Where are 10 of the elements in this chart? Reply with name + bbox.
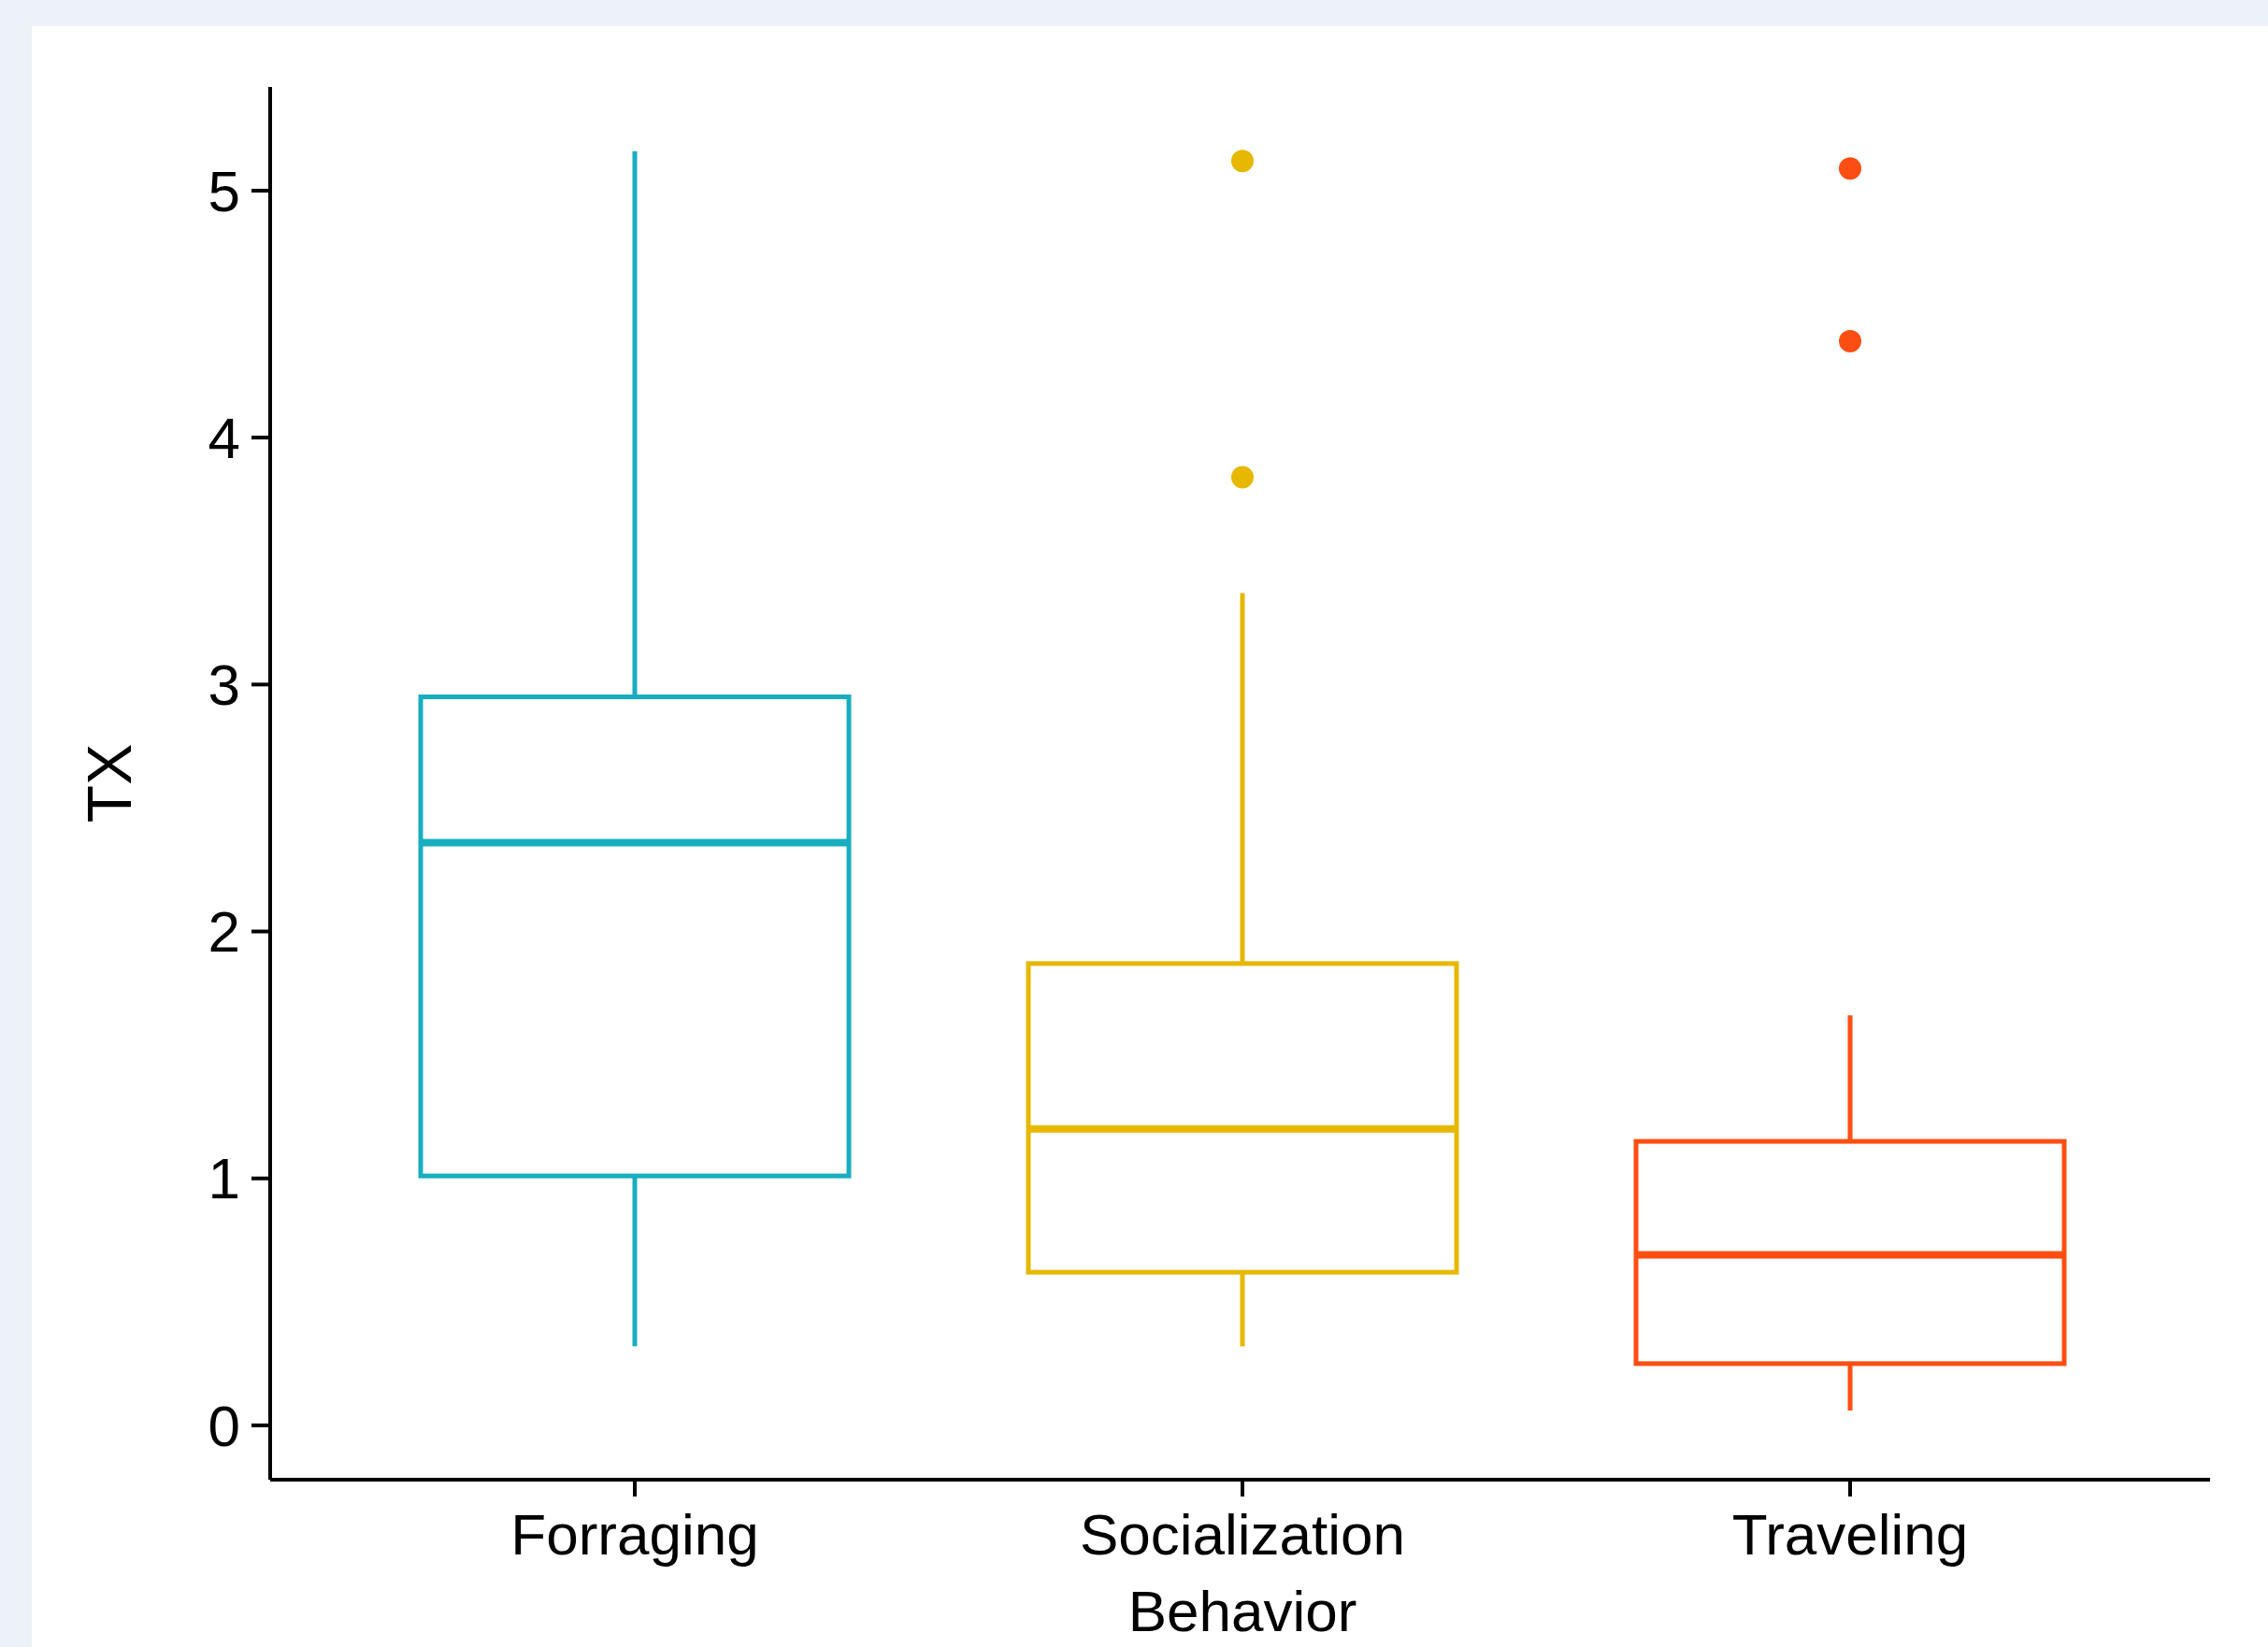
x-tick-label: Traveling <box>1731 1502 1969 1567</box>
y-axis-title: TX <box>75 743 144 824</box>
x-tick-label: Forraging <box>510 1502 759 1567</box>
y-tick-label: 2 <box>208 899 240 965</box>
y-tick-label: 3 <box>208 652 240 718</box>
y-tick-label: 4 <box>208 405 240 470</box>
y-tick-label: 0 <box>208 1393 240 1458</box>
y-tick-label: 1 <box>208 1146 240 1211</box>
y-tick-label: 5 <box>208 158 240 223</box>
x-tick-label: Socialization Behavior <box>1079 1502 1406 1643</box>
